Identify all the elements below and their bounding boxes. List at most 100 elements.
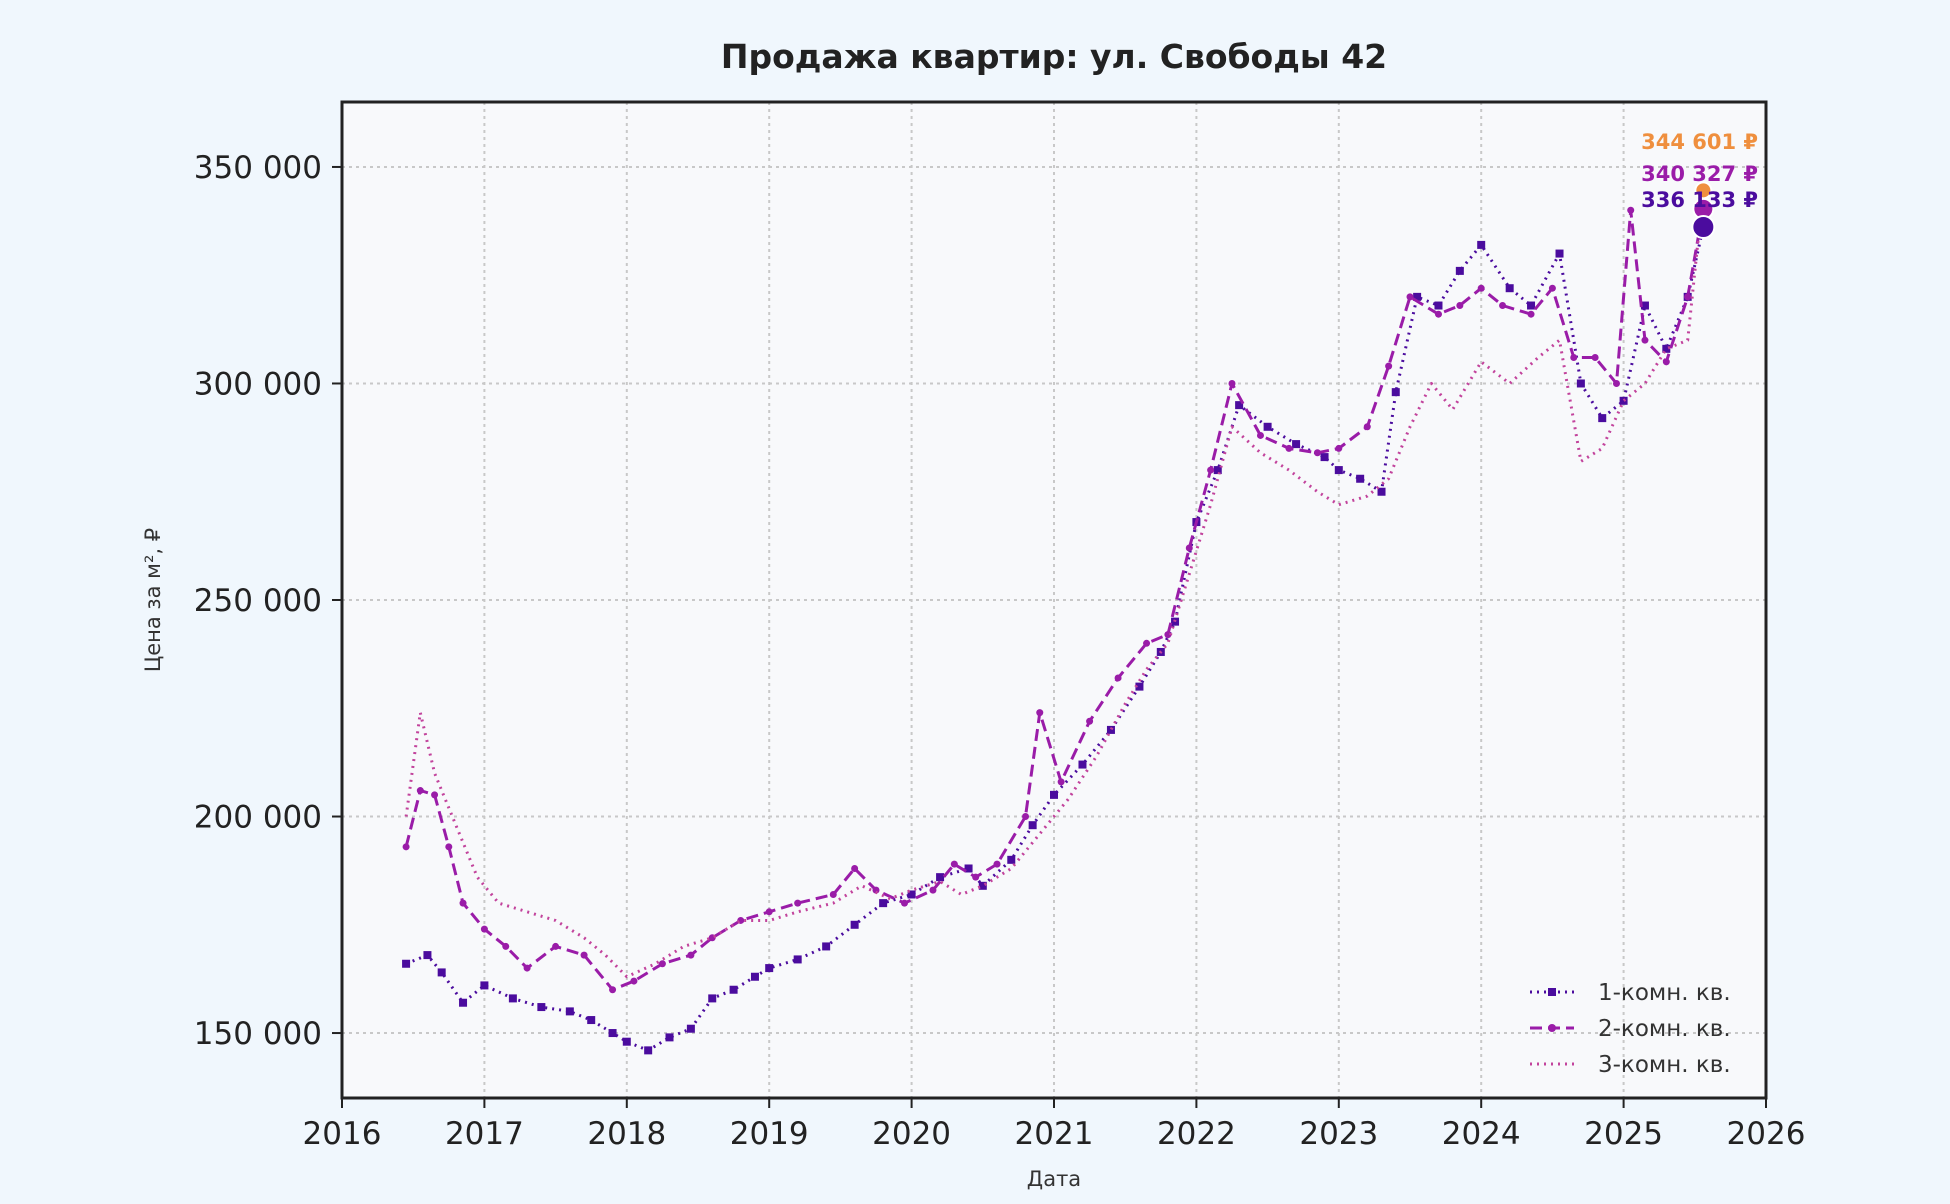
data-point <box>416 787 424 795</box>
data-point <box>1356 474 1365 483</box>
data-point <box>794 899 802 907</box>
data-point <box>765 964 774 973</box>
data-point <box>1022 813 1030 821</box>
x-tick-label: 2023 <box>1299 1116 1378 1152</box>
data-point <box>608 1029 617 1038</box>
data-point <box>658 960 666 968</box>
x-tick-label: 2019 <box>730 1116 809 1152</box>
end-value-label-2: 340 327 ₽ <box>1641 162 1758 186</box>
data-point <box>423 951 432 960</box>
data-point <box>1627 206 1635 214</box>
data-point <box>1086 717 1094 725</box>
data-point <box>907 890 916 899</box>
data-point <box>1477 284 1485 292</box>
data-point <box>950 860 958 868</box>
data-point <box>1505 284 1514 293</box>
data-point <box>537 1003 546 1012</box>
data-point <box>972 873 980 881</box>
x-axis-label: Дата <box>1027 1167 1081 1191</box>
data-point <box>1640 301 1649 310</box>
data-point <box>1028 821 1037 830</box>
data-point <box>1114 674 1122 682</box>
data-point <box>750 972 759 981</box>
data-point <box>1434 301 1443 310</box>
data-point <box>1385 362 1393 370</box>
data-point <box>1570 353 1578 361</box>
data-point <box>1619 396 1628 405</box>
data-point <box>1320 453 1329 462</box>
data-point <box>1285 444 1293 452</box>
data-point <box>580 951 588 959</box>
grid <box>342 102 1766 1098</box>
end-value-label-3: 344 601 ₽ <box>1641 130 1758 154</box>
legend-label-3: 3-комн. кв. <box>1598 1052 1731 1078</box>
data-point <box>1527 301 1536 310</box>
data-point <box>459 998 468 1007</box>
data-point <box>565 1007 574 1016</box>
data-point <box>1612 379 1620 387</box>
legend-marker-2 <box>1548 1024 1556 1032</box>
data-point <box>964 864 973 873</box>
data-point <box>1292 440 1301 449</box>
data-point <box>459 899 467 907</box>
data-point <box>708 994 717 1003</box>
data-point <box>1456 302 1464 310</box>
data-point <box>1313 449 1321 457</box>
data-point <box>1641 336 1649 344</box>
y-tick-label: 350 000 <box>194 150 322 186</box>
axes: 2016 2017 2018 2019 2020 2021 2022 2023 2024 2025… <box>194 150 1806 1152</box>
data-point <box>1413 292 1422 301</box>
data-point <box>1548 284 1556 292</box>
x-tick-label: 2016 <box>303 1116 382 1152</box>
data-point <box>1263 422 1272 431</box>
data-point <box>587 1016 596 1025</box>
y-tick-label: 200 000 <box>194 800 322 836</box>
data-point <box>1662 344 1671 353</box>
end-value-label-1: 336 133 ₽ <box>1641 188 1758 212</box>
data-point <box>851 864 859 872</box>
x-tick-label: 2026 <box>1727 1116 1806 1152</box>
data-point <box>480 925 488 933</box>
data-point <box>1007 855 1016 864</box>
data-point <box>687 951 695 959</box>
data-point <box>1555 249 1564 258</box>
data-point <box>1477 240 1486 249</box>
legend-label-1: 1-комн. кв. <box>1598 980 1731 1006</box>
data-point <box>1334 466 1343 475</box>
data-point <box>1684 293 1692 301</box>
data-point <box>431 791 439 799</box>
data-point <box>1235 401 1244 410</box>
y-axis-label: Цена за м², ₽ <box>141 528 165 672</box>
x-tick-label: 2020 <box>872 1116 951 1152</box>
data-point <box>402 843 410 851</box>
data-point <box>793 955 802 964</box>
data-point <box>900 899 908 907</box>
data-point <box>1499 302 1507 310</box>
series-layer <box>402 190 1708 1055</box>
data-point <box>829 890 837 898</box>
data-point <box>1207 466 1215 474</box>
data-point <box>508 994 517 1003</box>
chart-title: Продажа квартир: ул. Свободы 42 <box>721 37 1387 76</box>
data-point <box>445 843 453 851</box>
data-point <box>879 899 888 908</box>
data-point <box>822 942 831 951</box>
data-point <box>1335 444 1343 452</box>
data-point <box>1213 466 1222 475</box>
data-point <box>1576 379 1585 388</box>
data-point <box>1057 778 1065 786</box>
data-point <box>523 964 531 972</box>
data-point <box>1106 725 1115 734</box>
data-point <box>622 1037 631 1046</box>
data-point <box>1455 266 1464 275</box>
data-point <box>480 981 489 990</box>
x-tick-label: 2018 <box>587 1116 666 1152</box>
x-tick-label: 2025 <box>1584 1116 1663 1152</box>
data-point <box>1377 487 1386 496</box>
data-point <box>665 1033 674 1042</box>
endpoint-layer: 344 601 ₽ 340 327 ₽336 133 ₽ <box>1641 130 1758 240</box>
data-point <box>1135 682 1144 691</box>
data-point <box>609 986 617 994</box>
